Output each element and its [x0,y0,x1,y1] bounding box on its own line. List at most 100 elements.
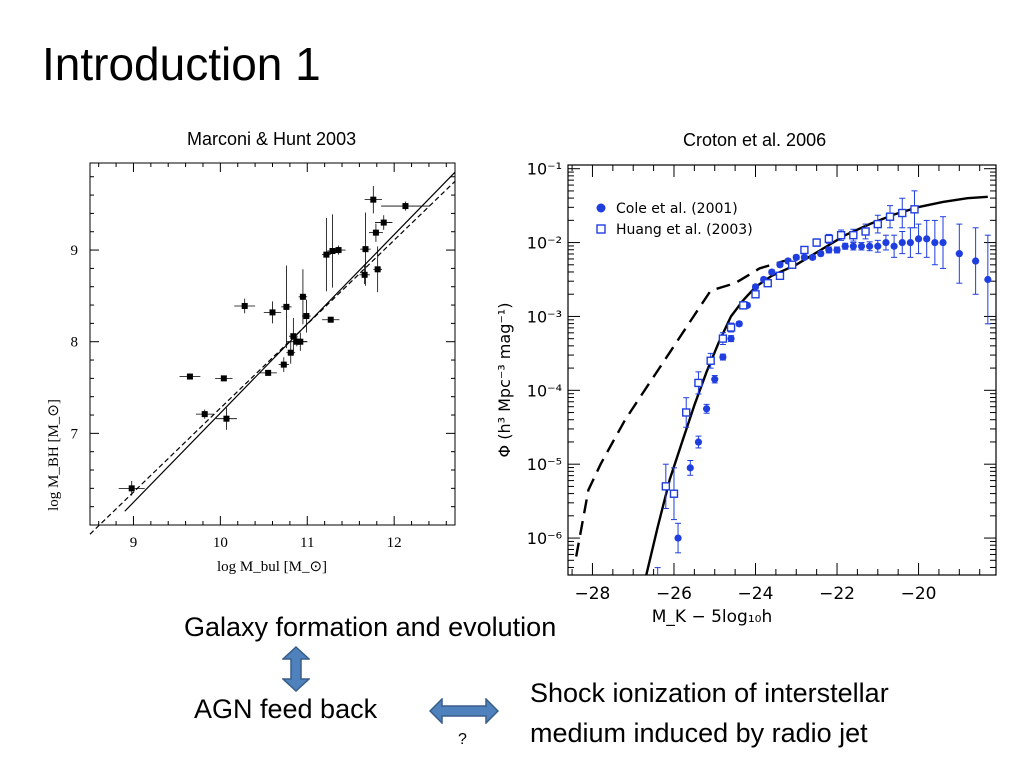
data-point [298,269,308,325]
huang-data-point [694,371,703,395]
data-point [118,481,145,496]
plot-frame [567,164,997,576]
x-tick-label: 10 [213,535,228,551]
point-marker [686,464,694,472]
x-tick-label: 11 [300,535,314,551]
huang-data-point [661,463,671,510]
data-point [281,265,292,349]
y-tick-label: 9 [71,243,79,259]
data-point [289,317,298,355]
plot-frame [89,162,456,526]
point-marker [841,242,849,250]
cole-data-point [898,230,906,255]
huang-data-point [861,223,870,240]
point-marker [283,303,290,310]
slide-title: Introduction 1 [42,38,321,90]
huang-data-point [898,197,907,229]
data-point [331,245,346,255]
x-tick-label: −26 [656,584,692,604]
data-point [381,201,430,211]
y-axis-label: Φ (h³ Mpc⁻³ mag⁻¹) [495,303,514,458]
axis-ticks [90,163,455,525]
point-marker [201,411,208,418]
point-marker [910,205,919,214]
point-marker [792,253,800,261]
cole-data-point [890,234,898,258]
cole-data-point [939,216,947,269]
point-marker [890,242,898,250]
huang-data-point [751,290,760,299]
axis-ticks [568,165,996,575]
point-marker [882,238,890,247]
cole-data-point [841,242,849,250]
huang-data-point [739,301,748,310]
point-marker [800,245,809,255]
point-marker [727,335,735,343]
data-point [234,298,256,314]
y-tick-label: 10⁻⁴ [527,381,562,400]
point-marker [372,229,379,236]
point-marker [735,320,743,328]
huang-data-point [800,245,809,255]
x-tick-label: 12 [387,535,402,551]
fit-lines [89,171,456,535]
cole-data-point [857,242,866,251]
x-tick-label: −24 [738,584,774,604]
point-marker [849,242,857,250]
point-marker [327,316,334,323]
point-marker [241,302,248,309]
data-point [286,341,296,364]
cole-data-point [776,261,784,269]
x-tick-labels: −28 −26 −24 −22 −20 [575,584,937,604]
data-point [179,373,201,380]
cole-data-point [931,219,939,266]
cole-data-point [955,223,963,284]
solid-model-line [645,195,988,575]
huang-data-point [873,214,882,234]
huang-data-point [654,567,661,575]
cole-data-point [817,250,825,258]
cole-data-point [792,253,800,261]
y-tick-label: 8 [71,335,79,351]
point-marker [290,333,297,340]
point-marker [984,275,992,284]
point-marker [669,489,679,498]
y-tick-label: 10⁻² [527,234,562,253]
cole-data-point [833,246,841,254]
point-marker [726,323,736,332]
point-marker [380,219,387,226]
point-marker [362,246,369,253]
data-point [322,316,340,323]
data-point [263,301,282,324]
x-axis-label: log M_bul [M_⊙] [217,559,327,575]
point-marker [361,271,368,278]
cole-data-point [874,239,882,253]
cole-data-point [800,253,809,261]
cole-data-point [674,522,682,554]
point-marker [776,261,784,269]
data-point [360,212,371,286]
point-marker [857,242,866,250]
point-marker [674,534,682,542]
huang-data-point [849,228,858,242]
point-marker [751,290,760,299]
cole-data-point [768,268,776,276]
legend-marker-cole [596,203,606,213]
huang-data-point [836,229,846,241]
huang-data-point [775,271,785,281]
cole-data-point [923,219,931,258]
point-marker [299,293,306,300]
point-marker [661,482,671,491]
cole-data-point [972,227,980,295]
y-tick-label: 7 [71,426,79,442]
point-marker [265,369,272,376]
arrow-shape [282,646,310,692]
point-marker [914,235,923,243]
point-marker [323,251,330,258]
data-point [293,332,308,351]
point-marker [768,268,776,276]
vertical-double-arrow-icon [282,646,310,692]
point-marker [939,238,947,247]
dashed-fit-line [89,180,456,535]
cole-data-point [808,253,817,261]
